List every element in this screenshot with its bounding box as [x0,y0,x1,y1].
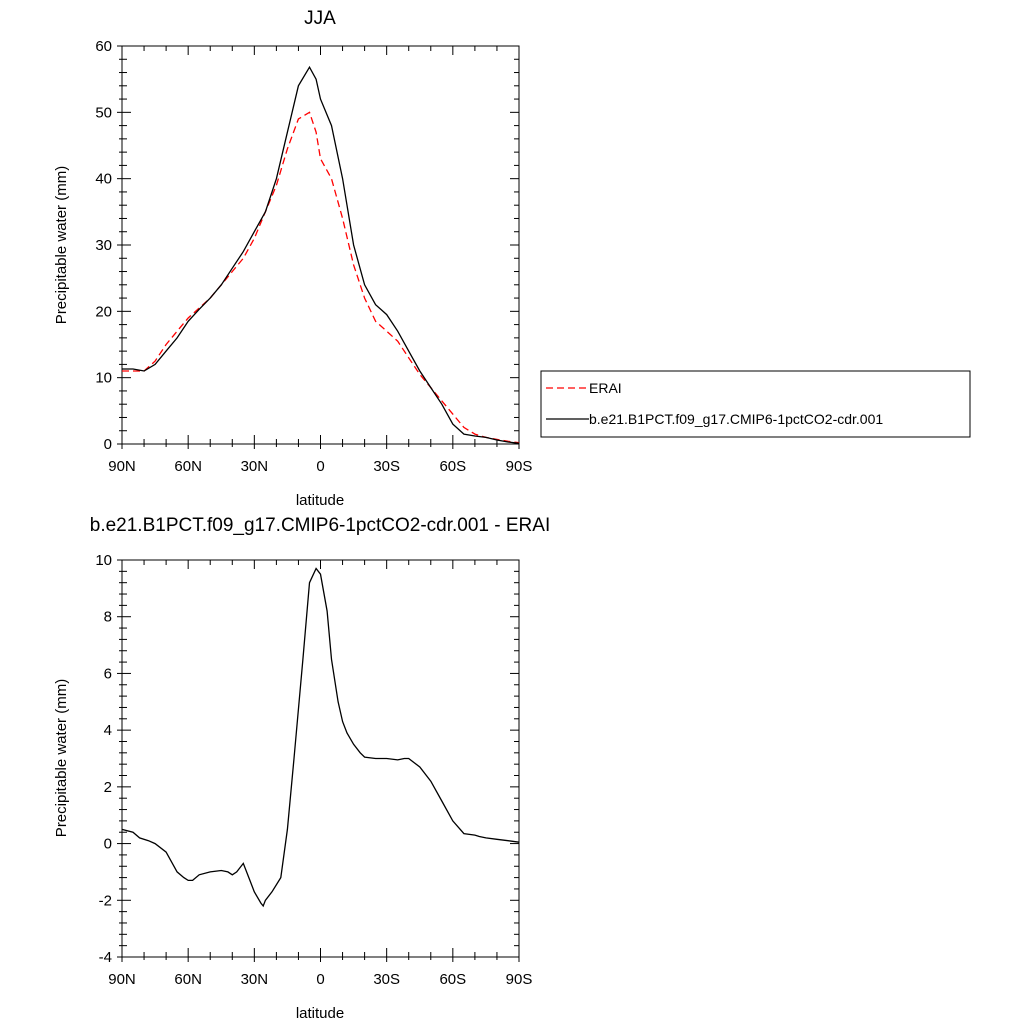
bottom-series-lines [121,567,520,908]
x-tick-label: 90S [506,971,533,988]
x-tick-label: 30N [241,971,269,988]
series-line-dashed [122,111,520,444]
legend-label-erai: ERAI [589,380,622,396]
x-tick-label: 60N [174,458,202,475]
series-line-solid [122,65,520,444]
x-tick-label: 90N [108,458,136,475]
series-line-solid [121,567,520,908]
x-tick-label: 30N [241,458,269,475]
y-tick-label: 10 [95,370,112,387]
y-tick-label: 0 [104,836,112,853]
top-plot-frame [121,45,520,445]
y-tick-label: 4 [104,722,112,739]
x-tick-label: 90N [108,971,136,988]
legend: ERAI b.e21.B1PCT.f09_g17.CMIP6-1pctCO2-c… [540,370,971,438]
bottom-x-axis-label: latitude [296,1005,344,1022]
y-tick-label: -2 [99,892,112,909]
bottom-y-axis-label: Precipitable water (mm) [53,679,70,837]
x-tick-label: 90S [506,458,533,475]
y-tick-label: 30 [95,237,112,254]
top-y-axis-label: Precipitable water (mm) [53,166,70,324]
y-tick-label: 10 [95,552,112,569]
y-tick-label: 2 [104,779,112,796]
bottom-panel-title: b.e21.B1PCT.f09_g17.CMIP6-1pctCO2-cdr.00… [90,515,550,536]
x-tick-label: 60N [174,971,202,988]
y-tick-label: 20 [95,303,112,320]
x-tick-label: 0 [316,458,324,475]
bottom-plot-frame [121,559,520,958]
top-panel: JJA 90N 60N 30N 0 30S 60S 90S 0 10 20 30 40 50 60 lat… [53,8,971,509]
y-tick-label: 8 [104,609,112,626]
y-tick-label: 60 [95,38,112,55]
x-tick-label: 30S [373,971,400,988]
bottom-panel: b.e21.B1PCT.f09_g17.CMIP6-1pctCO2-cdr.00… [53,515,550,1022]
legend-label-model: b.e21.B1PCT.f09_g17.CMIP6-1pctCO2-cdr.00… [589,411,883,427]
top-series-lines [122,65,520,444]
x-tick-label: 60S [439,458,466,475]
bottom-ticks: 90N 60N 30N 0 30S 60S 90S -4 -2 0 2 4 6 8 10 [95,552,532,988]
y-tick-label: -4 [99,949,112,966]
x-tick-label: 0 [316,971,324,988]
y-tick-label: 50 [95,104,112,121]
x-tick-label: 30S [373,458,400,475]
x-tick-label: 60S [439,971,466,988]
y-tick-label: 6 [104,665,112,682]
y-tick-label: 0 [104,436,112,453]
top-ticks: 90N 60N 30N 0 30S 60S 90S 0 10 20 30 40 50 60 [95,38,532,475]
legend-box [540,370,971,438]
top-x-axis-label: latitude [296,492,344,509]
top-panel-title: JJA [304,8,336,29]
y-tick-label: 40 [95,171,112,188]
